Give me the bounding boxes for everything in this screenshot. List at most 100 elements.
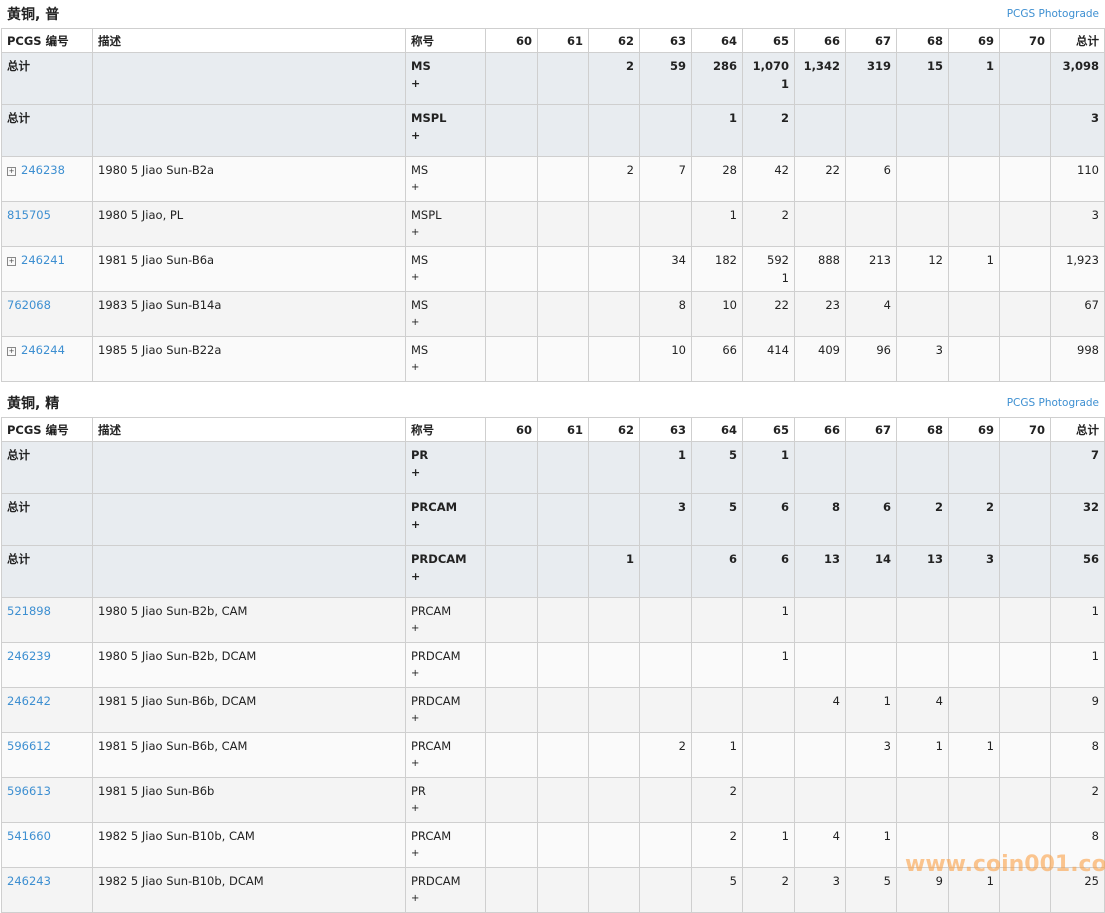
column-header[interactable]: 68	[896, 28, 949, 53]
designation: PRCAM	[411, 829, 452, 843]
pcgs-number-link[interactable]: 596613	[7, 784, 51, 798]
photograde-link[interactable]: PCGS Photograde	[1006, 397, 1099, 409]
grade-count-67	[845, 104, 897, 157]
column-header[interactable]: 68	[896, 417, 949, 442]
pcgs-number-link[interactable]: 521898	[7, 604, 51, 618]
pcgs-number-link[interactable]: 246238	[21, 163, 65, 177]
column-header[interactable]: PCGS 编号	[1, 28, 93, 53]
grade-count-67: 96	[845, 336, 897, 382]
table-row: 596613 1981 5 Jiao Sun-B6b PR +2 2	[1, 777, 1105, 823]
grade-count-63	[639, 642, 692, 688]
grade-count-64: 2	[691, 822, 743, 868]
photograde-link[interactable]: PCGS Photograde	[1006, 8, 1099, 20]
column-header[interactable]: 描述	[92, 417, 406, 442]
column-header[interactable]: 66	[794, 417, 846, 442]
column-header[interactable]: 67	[845, 28, 897, 53]
column-header[interactable]: 60	[485, 417, 538, 442]
table-row: 246242 1981 5 Jiao Sun-B6b, DCAM PRDCAM +4 1…	[1, 687, 1105, 733]
column-header[interactable]: 67	[845, 417, 897, 442]
pcgs-number-link[interactable]: 246242	[7, 694, 51, 708]
column-header[interactable]: 61	[537, 417, 589, 442]
column-header[interactable]: 63	[639, 28, 692, 53]
column-header[interactable]: 69	[948, 417, 1000, 442]
column-header[interactable]: 62	[588, 417, 640, 442]
pcgs-number-link[interactable]: 596612	[7, 739, 51, 753]
grade-count-67	[845, 777, 897, 823]
designation: MSPL	[411, 208, 442, 222]
column-header[interactable]: 62	[588, 28, 640, 53]
designation: PRCAM	[411, 604, 452, 618]
pcgs-number-cell: 815705	[1, 201, 93, 247]
designation: MSPL	[411, 111, 447, 125]
column-header[interactable]: PCGS 编号	[1, 417, 93, 442]
grade-count-66: 409	[794, 336, 846, 382]
grade-count-60	[485, 201, 538, 247]
grade-count-62	[588, 777, 640, 823]
grade-count-69: 1	[948, 52, 1000, 105]
grade-count-60	[485, 156, 538, 202]
row-total: 998	[1050, 336, 1105, 382]
grade-count-65	[742, 687, 795, 733]
pcgs-number-link[interactable]: 246244	[21, 343, 65, 357]
description-cell	[92, 545, 406, 598]
column-header[interactable]: 65	[742, 28, 795, 53]
expand-icon[interactable]: +	[7, 167, 16, 176]
grade-count-68	[896, 597, 949, 643]
pcgs-number-link[interactable]: 815705	[7, 208, 51, 222]
grade-count-64: 66	[691, 336, 743, 382]
designation-cell: PRDCAM +	[405, 687, 486, 733]
grade-count-70	[999, 246, 1051, 292]
grade-count-70	[999, 687, 1051, 733]
table-row: 246239 1980 5 Jiao Sun-B2b, DCAM PRDCAM +1 1	[1, 642, 1105, 688]
grade-count-65: 42	[742, 156, 795, 202]
column-header[interactable]: 描述	[92, 28, 406, 53]
column-header[interactable]: 65	[742, 417, 795, 442]
grade-count-68	[896, 777, 949, 823]
grade-count-69	[948, 291, 1000, 337]
column-header[interactable]: 61	[537, 28, 589, 53]
description-cell	[92, 52, 406, 105]
designation: PRDCAM	[411, 694, 461, 708]
grade-count-68	[896, 441, 949, 494]
pcgs-number-cell: 246239	[1, 642, 93, 688]
row-total: 8	[1050, 732, 1105, 778]
pcgs-number-link[interactable]: 246243	[7, 874, 51, 888]
pcgs-number-link[interactable]: 246241	[21, 253, 65, 267]
column-header[interactable]: 称号	[405, 28, 486, 53]
pcgs-number-cell: +246244	[1, 336, 93, 382]
grade-count-69	[948, 441, 1000, 494]
expand-icon[interactable]: +	[7, 257, 16, 266]
column-header[interactable]: 63	[639, 417, 692, 442]
pcgs-number-link[interactable]: 246239	[7, 649, 51, 663]
column-header[interactable]: 总计	[1050, 417, 1105, 442]
total-row: 总计 PR +1 5 1 7	[1, 441, 1105, 494]
designation-cell: MSPL +	[405, 104, 486, 157]
plus-marker: +	[411, 362, 420, 373]
grade-count-67: 213	[845, 246, 897, 292]
pcgs-number-link[interactable]: 541660	[7, 829, 51, 843]
section: 黄铜, 精 PCGS Photograde PCGS 编号 描述 称号 60 61 62 63 6…	[0, 389, 1105, 913]
pcgs-number-link[interactable]: 762068	[7, 298, 51, 312]
column-header[interactable]: 66	[794, 28, 846, 53]
column-header[interactable]: 60	[485, 28, 538, 53]
table-row: +246244 1985 5 Jiao Sun-B22a MS +10 66 414 409…	[1, 336, 1105, 382]
grade-count-64: 1	[691, 732, 743, 778]
column-header[interactable]: 64	[691, 417, 743, 442]
column-header[interactable]: 70	[999, 417, 1051, 442]
column-header[interactable]: 64	[691, 28, 743, 53]
grade-count-60	[485, 777, 538, 823]
description: 1980 5 Jiao, PL	[92, 201, 406, 247]
grade-count-67: 14	[845, 545, 897, 598]
column-header[interactable]: 称号	[405, 417, 486, 442]
description: 1985 5 Jiao Sun-B22a	[92, 336, 406, 382]
column-header[interactable]: 69	[948, 28, 1000, 53]
grade-count-68	[896, 291, 949, 337]
designation-cell: PRCAM +	[405, 822, 486, 868]
pcgs-number-cell: 762068	[1, 291, 93, 337]
grade-count-65: 1	[742, 822, 795, 868]
grade-count-64	[691, 642, 743, 688]
column-header[interactable]: 70	[999, 28, 1051, 53]
total-label: 总计	[1, 52, 93, 105]
expand-icon[interactable]: +	[7, 347, 16, 356]
column-header[interactable]: 总计	[1050, 28, 1105, 53]
